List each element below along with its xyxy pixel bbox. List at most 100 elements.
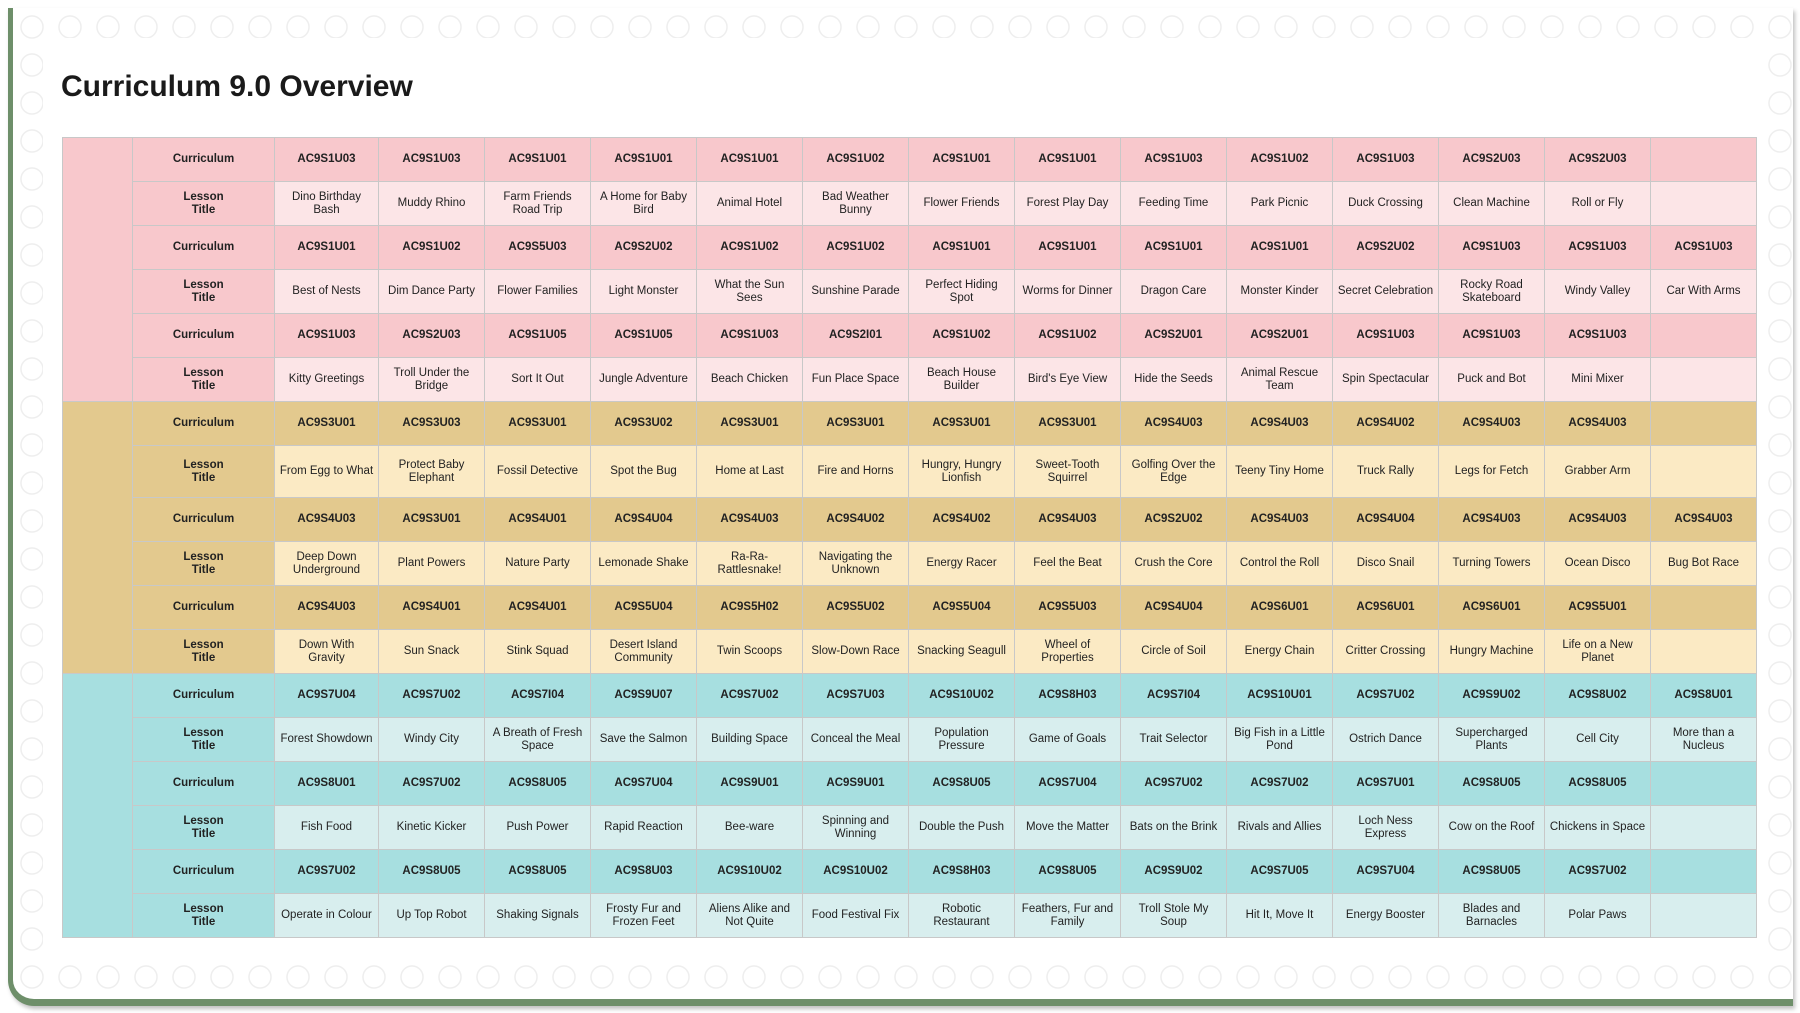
lesson-title-cell: Slow-Down Race xyxy=(802,629,909,674)
curriculum-row-header: Curriculum xyxy=(132,849,275,894)
curriculum-code-cell: AC9S1U01 xyxy=(274,225,379,270)
curriculum-code-cell: AC9S3U01 xyxy=(274,401,379,446)
lesson-title-cell: Forest Play Day xyxy=(1014,181,1121,226)
curriculum-row: Curriculum AC9S4U03 AC9S4U01 AC9S4U01 AC9S5U… xyxy=(63,585,1757,630)
lesson-title-cell: Troll Stole My Soup xyxy=(1120,893,1227,938)
curriculum-code-cell: AC9S5U04 xyxy=(908,585,1015,630)
lesson-title-row: Lesson Title Best of Nests Dim Dance Party… xyxy=(63,269,1757,314)
lesson-title-cell: Turning Towers xyxy=(1438,541,1545,586)
lesson-title-cell: Cell City xyxy=(1544,717,1651,762)
lesson-title-cell: Bird's Eye View xyxy=(1014,357,1121,402)
curriculum-code-cell: AC9S1U02 xyxy=(802,137,909,182)
curriculum-code-cell: AC9S1U01 xyxy=(908,225,1015,270)
lesson-title-cell: Car With Arms xyxy=(1650,269,1757,314)
curriculum-code-cell: AC9S1U03 xyxy=(274,137,379,182)
curriculum-code-cell: AC9S7U05 xyxy=(1226,849,1333,894)
lesson-title-cell: Ocean Disco xyxy=(1544,541,1651,586)
lesson-title-cell: Animal Hotel xyxy=(696,181,803,226)
curriculum-code-cell: AC9S2U01 xyxy=(1120,313,1227,358)
curriculum-code-cell: AC9S1U02 xyxy=(802,225,909,270)
lesson-title-cell: Spin Spectacular xyxy=(1332,357,1439,402)
curriculum-code-cell: AC9S2U01 xyxy=(1226,313,1333,358)
curriculum-code-cell: AC9S8U05 xyxy=(908,761,1015,806)
lesson-title-cell xyxy=(1650,805,1757,850)
lesson-title-cell: Life on a New Planet xyxy=(1544,629,1651,674)
lesson-title-cell: Feel the Beat xyxy=(1014,541,1121,586)
lesson-title-cell: Energy Racer xyxy=(908,541,1015,586)
curriculum-code-cell: AC9S7U02 xyxy=(378,761,485,806)
curriculum-code-cell: AC9S1U03 xyxy=(274,313,379,358)
lesson-title-cell: Beach Chicken xyxy=(696,357,803,402)
curriculum-code-cell: AC9S1U02 xyxy=(1226,137,1333,182)
curriculum-code-cell: AC9S5U01 xyxy=(1544,585,1651,630)
lesson-title-cell: Grabber Arm xyxy=(1544,445,1651,498)
lesson-title-cell: Loch Ness Express xyxy=(1332,805,1439,850)
curriculum-code-cell: AC9S1U03 xyxy=(696,313,803,358)
curriculum-code-cell: AC9S1U02 xyxy=(908,313,1015,358)
lesson-title-cell: Polar Paws xyxy=(1544,893,1651,938)
lesson-title-cell: Supercharged Plants xyxy=(1438,717,1545,762)
lesson-title-cell: Blades and Barnacles xyxy=(1438,893,1545,938)
curriculum-code-cell: AC9S8U03 xyxy=(590,849,697,894)
lesson-title-cell: Conceal the Meal xyxy=(802,717,909,762)
lesson-title-cell xyxy=(1650,629,1757,674)
lesson-title-cell: Ostrich Dance xyxy=(1332,717,1439,762)
lesson-title-cell: Duck Crossing xyxy=(1332,181,1439,226)
curriculum-row: Curriculum AC9S4U03 AC9S3U01 AC9S4U01 AC9S4U… xyxy=(63,497,1757,542)
lesson-title-cell: Kinetic Kicker xyxy=(378,805,485,850)
lesson-title-cell: Bee-ware xyxy=(696,805,803,850)
curriculum-code-cell: AC9S1U01 xyxy=(484,137,591,182)
curriculum-code-cell: AC9S9U02 xyxy=(1438,673,1545,718)
curriculum-row: Curriculum AC9S1U03 AC9S2U03 AC9S1U05 AC9S1U… xyxy=(63,313,1757,358)
curriculum-row-header: Curriculum xyxy=(132,225,275,270)
curriculum-code-cell: AC9S1U02 xyxy=(1014,313,1121,358)
curriculum-code-cell: AC9S8U01 xyxy=(1650,673,1757,718)
curriculum-code-cell: AC9S8U05 xyxy=(1438,849,1545,894)
curriculum-code-cell: AC9S4U03 xyxy=(1226,497,1333,542)
lesson-title-cell: Plant Powers xyxy=(378,541,485,586)
curriculum-code-cell: AC9S7U04 xyxy=(1332,849,1439,894)
curriculum-code-cell: AC9S1U05 xyxy=(590,313,697,358)
curriculum-code-cell: AC9S8H03 xyxy=(908,849,1015,894)
lesson-title-row: Lesson Title Operate in Colour Up Top Robo… xyxy=(63,893,1757,938)
lesson-title-cell: Building Space xyxy=(696,717,803,762)
lesson-title-cell: Feeding Time xyxy=(1120,181,1227,226)
lesson-title-cell: Secret Celebration xyxy=(1332,269,1439,314)
section-lp: Lower Primary (Year 1-2)CurriculumAC9S1U… xyxy=(62,137,1757,402)
lesson-title-cell: Down With Gravity xyxy=(274,629,379,674)
lesson-title-cell: Rivals and Allies xyxy=(1226,805,1333,850)
curriculum-row-header: Curriculum xyxy=(132,761,275,806)
lesson-title-cell: Fun Place Space xyxy=(802,357,909,402)
curriculum-row: Upper Primary (Year 3-6)CurriculumAC9S3U… xyxy=(62,401,1757,674)
lesson-title-cell: Mini Mixer xyxy=(1544,357,1651,402)
curriculum-code-cell: AC9S2I01 xyxy=(802,313,909,358)
curriculum-code-cell: AC9S2U03 xyxy=(1438,137,1545,182)
lesson-title-cell: Energy Chain xyxy=(1226,629,1333,674)
lesson-title-cell: Stink Squad xyxy=(484,629,591,674)
lesson-title-cell: Crush the Core xyxy=(1120,541,1227,586)
lesson-title-cell: Feathers, Fur and Family xyxy=(1014,893,1121,938)
lesson-title-cell: Operate in Colour xyxy=(274,893,379,938)
lesson-title-row: Lesson Title Dino Birthday Bash Muddy Rhin… xyxy=(63,181,1757,226)
lesson-title-row: Lesson Title Deep Down Underground Plant P… xyxy=(63,541,1757,586)
curriculum-code-cell: AC9S4U03 xyxy=(1544,401,1651,446)
curriculum-code-cell: AC9S9U01 xyxy=(802,761,909,806)
lesson-title-cell: Windy Valley xyxy=(1544,269,1651,314)
lesson-title-row-header: Lesson Title xyxy=(132,629,275,674)
curriculum-code-cell: AC9S1U05 xyxy=(484,313,591,358)
curriculum-code-cell: AC9S9U07 xyxy=(590,673,697,718)
curriculum-code-cell: AC9S1U03 xyxy=(1120,137,1227,182)
lesson-title-cell: Push Power xyxy=(484,805,591,850)
lesson-title-row: Lesson Title Fish Food Kinetic Kicker Push … xyxy=(63,805,1757,850)
lesson-title-cell: Double the Push xyxy=(908,805,1015,850)
lesson-title-cell: Food Festival Fix xyxy=(802,893,909,938)
lesson-title-row-header: Lesson Title xyxy=(132,717,275,762)
lesson-title-cell: Spot the Bug xyxy=(590,445,697,498)
lesson-title-row: Lesson Title From Egg to What Protect Baby… xyxy=(63,445,1757,498)
lesson-title-cell: Flower Families xyxy=(484,269,591,314)
lesson-title-cell: Chickens in Space xyxy=(1544,805,1651,850)
lesson-title-cell xyxy=(1650,181,1757,226)
curriculum-code-cell: AC9S1U01 xyxy=(1120,225,1227,270)
curriculum-code-cell: AC9S8U05 xyxy=(1544,761,1651,806)
lesson-title-cell: Troll Under the Bridge xyxy=(378,357,485,402)
